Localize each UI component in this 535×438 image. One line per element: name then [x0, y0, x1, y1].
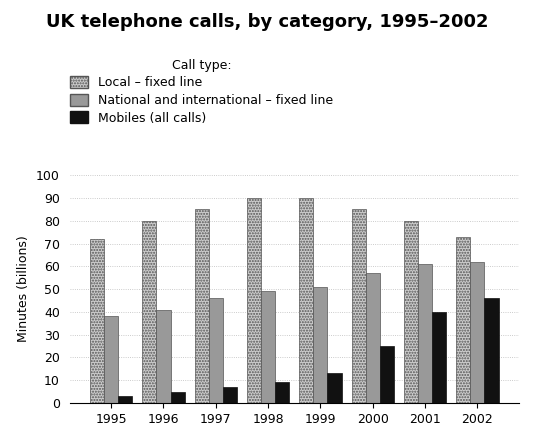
- Bar: [247, 198, 261, 403]
- Bar: [351, 209, 365, 403]
- Bar: [456, 237, 470, 403]
- Bar: [380, 346, 394, 403]
- Bar: [90, 239, 104, 403]
- Bar: [104, 316, 118, 403]
- Bar: [209, 298, 223, 403]
- Bar: [484, 298, 499, 403]
- Bar: [432, 312, 446, 403]
- Bar: [118, 396, 132, 403]
- Bar: [327, 373, 341, 403]
- Bar: [470, 262, 484, 403]
- Bar: [261, 291, 275, 403]
- Bar: [314, 287, 327, 403]
- Bar: [418, 264, 432, 403]
- Bar: [195, 209, 209, 403]
- Bar: [275, 382, 289, 403]
- Bar: [142, 221, 156, 403]
- Text: UK telephone calls, by category, 1995–2002: UK telephone calls, by category, 1995–20…: [46, 13, 489, 31]
- Bar: [156, 310, 171, 403]
- Bar: [299, 198, 314, 403]
- Bar: [223, 387, 237, 403]
- Legend: Local – fixed line, National and international – fixed line, Mobiles (all calls): Local – fixed line, National and interna…: [71, 59, 333, 125]
- Bar: [171, 392, 185, 403]
- Y-axis label: Minutes (billions): Minutes (billions): [18, 236, 30, 343]
- Bar: [365, 273, 380, 403]
- Bar: [404, 221, 418, 403]
